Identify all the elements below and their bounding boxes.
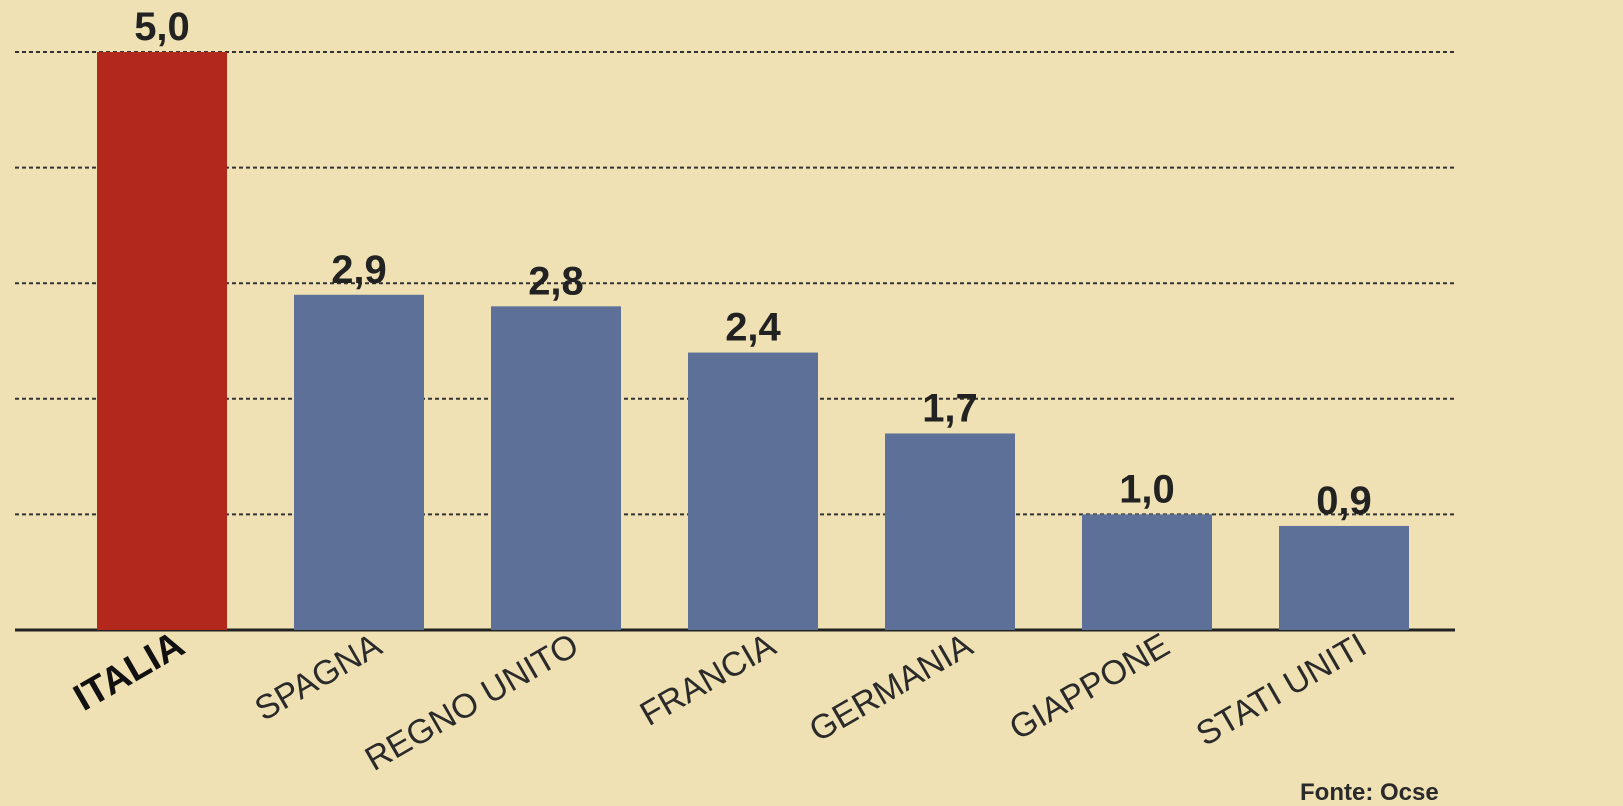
bar bbox=[688, 352, 818, 630]
bar bbox=[1082, 514, 1212, 630]
bar bbox=[885, 433, 1015, 630]
value-label: 2,9 bbox=[331, 248, 387, 292]
bar bbox=[294, 294, 424, 630]
value-label: 5,0 bbox=[134, 5, 190, 49]
value-label: 1,7 bbox=[922, 386, 978, 430]
value-label: 2,4 bbox=[725, 306, 781, 350]
value-label: 0,9 bbox=[1316, 479, 1372, 523]
bar bbox=[1279, 525, 1409, 630]
source: Fonte: Ocse bbox=[1300, 779, 1439, 806]
bar bbox=[491, 306, 621, 630]
bar bbox=[97, 52, 227, 630]
value-label: 1,0 bbox=[1119, 467, 1175, 511]
value-label: 2,8 bbox=[528, 259, 584, 303]
